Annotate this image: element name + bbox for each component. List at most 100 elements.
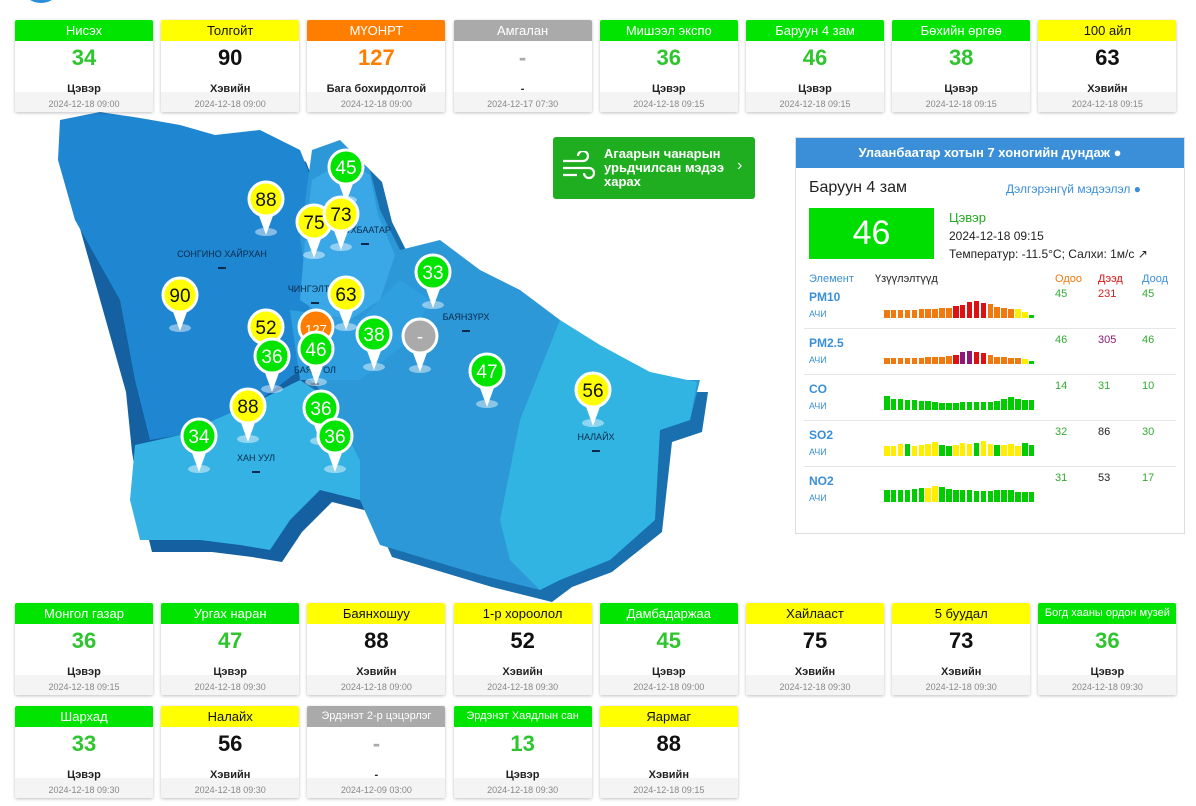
map-marker[interactable]: 36 [316,417,354,473]
station-name: МҮОНРТ [307,20,446,41]
station-name: Монгол газар [15,603,153,624]
detail-link[interactable]: Дэлгэрэнгүй мэдээлэл ● [1006,182,1142,196]
spark-bar [918,309,925,318]
marker-circle [327,275,365,313]
card-lower [1038,92,1177,112]
card-lower [746,675,884,695]
marker-value: 38 [363,325,384,346]
marker-pin [585,404,601,426]
station-card[interactable]: Баянхошуу 88 Хэвийн 2024-12-18 09:00 [307,603,446,695]
marker-pin [338,308,354,330]
marker-pin [366,348,382,370]
element-now: 14 [1055,380,1068,392]
logo [30,0,52,3]
card-lower [161,92,300,112]
spark-bar [946,356,952,364]
element-min: 17 [1142,472,1155,484]
station-value: 90 [217,45,243,70]
station-card[interactable]: Яармаг 88 Хэвийн 2024-12-18 09:15 [599,706,738,798]
marker-pin [172,309,188,331]
column-header: Элемент [809,273,854,285]
map-marker[interactable]: 47 [468,352,506,408]
station-card[interactable]: 1-р хороолол 52 Хэвийн 2024-12-18 09:30 [453,603,592,695]
spark-bar [1028,445,1035,456]
map-marker[interactable]: 38 [355,315,393,371]
element-min: 45 [1142,288,1155,300]
district-label: ХАН УУЛ [237,453,275,463]
spark-bar [946,403,952,410]
spark-bar [994,490,1000,502]
spark-bar [1015,446,1021,456]
station-value: 73 [948,628,974,653]
spark-bar [925,401,931,410]
station-value: 46 [802,45,828,70]
element-name: SO2 [809,428,834,442]
map-marker[interactable]: 46 [297,330,335,386]
map-marker[interactable]: 75 [295,203,333,259]
station-card[interactable]: Эрдэнэт Хаядлын сан 13 Цэвэр 2024-12-18 09:… [453,706,592,798]
station-value: 56 [217,731,243,756]
map-marker[interactable]: 73 [322,195,360,251]
spark-bar [980,491,987,502]
spark-bar [911,310,918,318]
station-card[interactable]: Толгойт 90 Хэвийн 2024-12-18 09:00 [161,20,300,112]
station-card[interactable]: 5 буудал 73 Хэвийн 2024-12-18 09:30 [892,603,1031,695]
station-card[interactable]: Богд хааны ордон музей 36 Цэвэр 2024-12-18 … [1038,603,1177,695]
spark-bar [932,442,938,456]
map-marker[interactable]: 45 [327,148,365,204]
station-card[interactable]: Ургах наран 47 Цэвэр 2024-12-18 09:30 [161,603,300,695]
station-name: Налайх [161,706,300,727]
marker-value: - [417,327,423,348]
map-marker[interactable]: 88 [247,180,285,236]
station-card[interactable]: Шархад 33 Цэвэр 2024-12-18 09:30 [15,706,153,798]
station-name: Дамбадаржаа [599,603,738,624]
element-unit: АЧИ [809,493,827,503]
station-card[interactable]: МҮОНРТ 127 Бага бохирдолтой 2024-12-18 09:0… [307,20,446,112]
station-card[interactable]: Монгол газар 36 Цэвэр 2024-12-18 09:15 [15,603,153,695]
station-card[interactable]: Бөхийн өргөө 38 Цэвэр 2024-12-18 09:15 [892,20,1031,112]
spark-bar [1008,490,1014,502]
map-marker[interactable]: 63 [327,275,365,331]
map-marker[interactable]: 56 [574,371,612,427]
element-name: PM10 [809,290,841,304]
spark-bar [932,357,938,364]
spark-bar [1008,397,1014,410]
station-card[interactable]: Амгалан - - 2024-12-17 07:30 [453,20,592,112]
station-value: 63 [1095,45,1120,70]
map-marker[interactable]: 90 [161,276,199,332]
station-status: Цэвэр [1090,666,1125,678]
spark-bar [1022,359,1028,364]
status: Цэвэр [949,210,987,225]
station-card[interactable]: Хайлааст 75 Хэвийн 2024-12-18 09:30 [746,603,884,695]
station-card[interactable]: Баруун 4 зам 46 Цэвэр 2024-12-18 09:15 [746,20,884,112]
forecast-banner[interactable]: Агаарын чанарын урьдчилсан мэдээ харах › [553,137,755,199]
station-value: 36 [656,45,682,70]
map-marker[interactable]: 88 [229,387,267,443]
station-card[interactable]: 100 айл 63 Хэвийн 2024-12-18 09:15 [1038,20,1177,112]
panel-header[interactable]: Улаанбаатар хотын 7 хоногийн дундаж ● [796,138,1184,168]
marker-pin [338,181,354,203]
district-label: НАЛАЙХ [577,431,614,442]
station-card[interactable]: Мишээл экспо 36 Цэвэр 2024-12-18 09:15 [599,20,738,112]
marker-pin [479,385,495,407]
spark-bar [959,443,966,456]
spark-bar [890,399,897,410]
map-marker[interactable]: 34 [180,417,218,473]
spark-bar [925,488,931,502]
station-card[interactable]: Дамбадаржаа 45 Цэвэр 2024-12-18 09:00 [599,603,738,695]
station-status: Цэвэр [67,83,101,95]
banner-text: Агаарын чанарын урьдчилсан мэдээ харах [604,146,725,189]
marker-pin [308,363,324,385]
district-dot [252,471,260,473]
map-marker[interactable]: - [401,317,439,373]
station-card[interactable]: Эрдэнэт 2-р цэцэрлэг - - 2024-12-09 03:00 [307,706,446,798]
spark-bar [939,445,945,456]
spark-bar [973,352,980,364]
station-card[interactable]: Нисэх 34 Цэвэр 2024-12-18 09:00 [15,20,153,112]
marker-circle [180,417,218,455]
map-marker[interactable]: 33 [414,253,452,309]
station-card[interactable]: Налайх 56 Хэвийн 2024-12-18 09:30 [161,706,300,798]
map-marker[interactable]: 36 [253,337,291,393]
spark-bar [897,444,904,456]
station-status: Хэвийн [210,83,251,95]
